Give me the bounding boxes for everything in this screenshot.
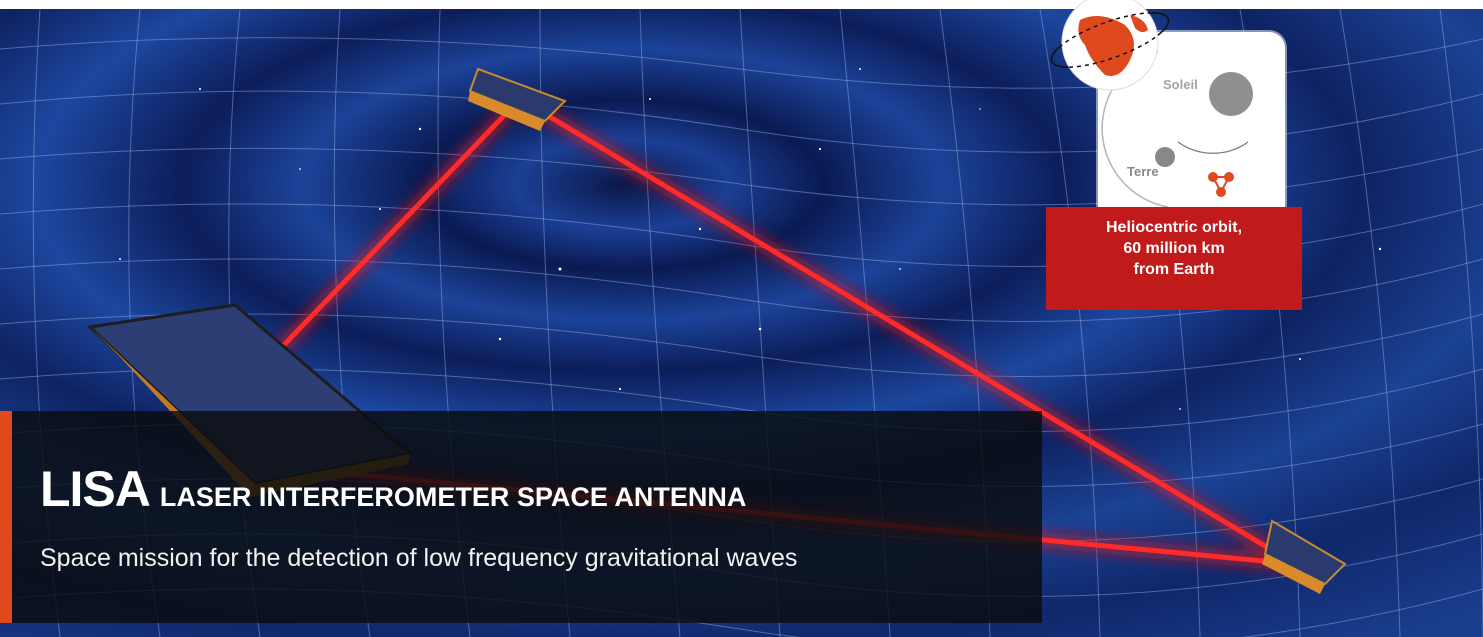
mission-acronym: LISA [40,461,151,517]
orbit-caption-line: from Earth [1133,261,1215,278]
orbit-caption-line: 60 million km [1123,240,1225,257]
constellation-icon [1208,172,1234,197]
accent-bar [0,411,12,623]
spacecraft-icon [1262,519,1347,594]
spacecraft-icon [468,67,567,131]
orbit-caption: Heliocentric orbit, 60 million km from E… [1046,207,1302,310]
earth-dot [1155,147,1175,167]
mission-subtitle: Space mission for the detection of low f… [40,544,798,572]
sun-label: Soleil [1163,77,1198,92]
earth-globe-icon [1050,0,1180,100]
mission-full-name: LASER INTERFEROMETER SPACE ANTENNA [159,482,747,512]
page-title: LISA LASER INTERFEROMETER SPACE ANTENNA [40,460,746,518]
earth-label: Terre [1127,164,1159,179]
sun-icon [1209,72,1253,116]
orbit-caption-line: Heliocentric orbit, [1105,219,1243,236]
caption-panel [12,411,1042,623]
